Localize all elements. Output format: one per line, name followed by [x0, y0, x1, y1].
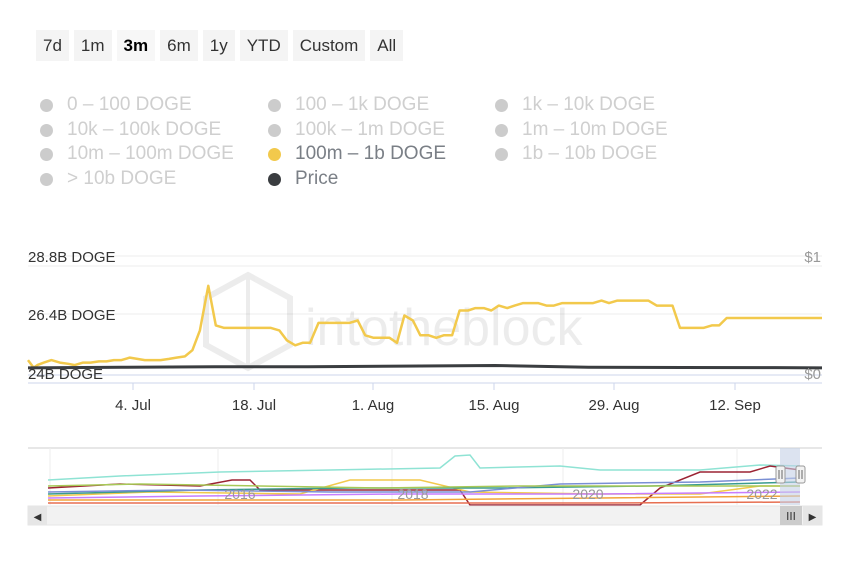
- legend-item[interactable]: 1b – 10b DOGE: [495, 143, 657, 165]
- navigator-series-line: [47, 465, 801, 506]
- watermark: intotheblock: [203, 271, 584, 372]
- axes: 24B DOGE 26.4B DOGE 28.8B DOGE $0 $1 4. Jul 18…: [28, 249, 821, 414]
- navigator-selected-range[interactable]: [780, 448, 800, 505]
- legend-dot-icon: [268, 123, 281, 137]
- legend-item[interactable]: 0 – 100 DOGE: [40, 94, 192, 116]
- scroll-left-arrow-icon: ◀: [34, 512, 42, 523]
- scrollbar-grip-icon: III: [786, 510, 796, 523]
- legend-label: 0 – 100 DOGE: [67, 94, 192, 115]
- y-right-tick-label: $1: [804, 249, 821, 266]
- legend: 0 – 100 DOGE 100 – 1k DOGE 1k – 10k DOGE 10…: [40, 94, 760, 194]
- range-button-3m[interactable]: 3m: [116, 30, 156, 61]
- y-right-tick-label: $0: [804, 366, 821, 383]
- legend-item[interactable]: > 10b DOGE: [40, 168, 176, 190]
- x-tick-label: 12. Sep: [709, 397, 761, 414]
- legend-item[interactable]: 10m – 100m DOGE: [40, 143, 234, 165]
- legend-dot-icon: [495, 98, 508, 112]
- legend-label: 1b – 10b DOGE: [522, 143, 658, 164]
- x-tick-label: 29. Aug: [589, 397, 640, 414]
- series-line-holdings: [26, 284, 822, 369]
- navigator-series-line: [47, 454, 801, 481]
- navigator-year-label: 2016: [224, 486, 255, 502]
- range-button-custom[interactable]: Custom: [292, 30, 366, 61]
- legend-label: > 10b DOGE: [67, 168, 177, 189]
- legend-item[interactable]: Price: [268, 168, 338, 190]
- legend-item[interactable]: 100 – 1k DOGE: [268, 94, 429, 116]
- legend-dot-icon: [268, 172, 281, 186]
- watermark-logo-icon: [203, 271, 293, 372]
- range-button-6m[interactable]: 6m: [160, 30, 198, 61]
- series-line-price: [27, 364, 823, 370]
- legend-item[interactable]: 1k – 10k DOGE: [495, 94, 655, 116]
- navigator: 2016 2018 2020 2022 ◀ III ▶: [27, 447, 823, 526]
- legend-label: Price: [295, 168, 339, 189]
- legend-label: 10m – 100m DOGE: [67, 143, 234, 164]
- legend-item[interactable]: 1m – 10m DOGE: [495, 119, 668, 141]
- legend-dot-icon: [40, 147, 53, 161]
- legend-dot-icon: [40, 123, 53, 137]
- navigator-series-line: [48, 495, 801, 501]
- x-tick-label: 4. Jul: [115, 397, 151, 414]
- watermark-text: intotheblock: [305, 299, 584, 357]
- legend-item[interactable]: 10k – 100k DOGE: [40, 119, 221, 141]
- navigator-right-handle[interactable]: [795, 465, 806, 484]
- navigator-series-line: [47, 479, 800, 497]
- x-tick-label: 1. Aug: [352, 397, 395, 414]
- legend-label: 1m – 10m DOGE: [522, 119, 668, 140]
- navigator-year-label: 2022: [746, 486, 777, 502]
- range-selector: 7d 1m 3m 6m 1y YTD Custom All: [36, 30, 404, 61]
- range-button-all[interactable]: All: [370, 30, 404, 61]
- legend-label: 100k – 1m DOGE: [295, 119, 445, 140]
- legend-label: 100 – 1k DOGE: [295, 94, 430, 115]
- legend-dot-icon: [495, 123, 508, 137]
- scroll-right-button[interactable]: [803, 506, 822, 525]
- legend-item[interactable]: 100k – 1m DOGE: [268, 119, 445, 141]
- navigator-year-label: 2020: [572, 486, 603, 502]
- y-left-tick-label: 26.4B DOGE: [28, 307, 116, 324]
- navigator-series-line: [47, 477, 801, 493]
- series-layer: [26, 284, 823, 370]
- legend-dot-icon: [268, 98, 281, 112]
- x-tick-label: 18. Jul: [232, 397, 276, 414]
- legend-label: 10k – 100k DOGE: [67, 119, 222, 140]
- scroll-left-button[interactable]: [28, 506, 47, 525]
- scrollbar-thumb[interactable]: [780, 506, 802, 525]
- navigator-series-line: [47, 491, 801, 499]
- range-button-1m[interactable]: 1m: [73, 30, 112, 61]
- y-left-tick-label: 24B DOGE: [28, 366, 103, 383]
- legend-dot-icon: [495, 147, 508, 161]
- legend-dot-icon: [40, 98, 53, 112]
- range-button-7d[interactable]: 7d: [36, 30, 69, 61]
- chart-grid: [28, 255, 822, 384]
- navigator-left-handle[interactable]: [775, 465, 786, 484]
- x-tick-label: 15. Aug: [469, 397, 520, 414]
- navigator-year-label: 2018: [397, 486, 428, 502]
- navigator-series-line: [48, 501, 801, 504]
- legend-label: 100m – 1b DOGE: [295, 143, 447, 164]
- range-button-1y[interactable]: 1y: [202, 30, 235, 61]
- legend-dot-icon: [40, 172, 53, 186]
- scrollbar-track[interactable]: [27, 505, 823, 526]
- scroll-right-arrow-icon: ▶: [809, 512, 817, 523]
- range-button-ytd[interactable]: YTD: [239, 30, 288, 61]
- legend-dot-icon: [268, 147, 281, 161]
- legend-label: 1k – 10k DOGE: [522, 94, 656, 115]
- navigator-series-line: [47, 483, 800, 489]
- legend-item[interactable]: 100m – 1b DOGE: [268, 143, 446, 165]
- y-left-tick-label: 28.8B DOGE: [28, 249, 116, 266]
